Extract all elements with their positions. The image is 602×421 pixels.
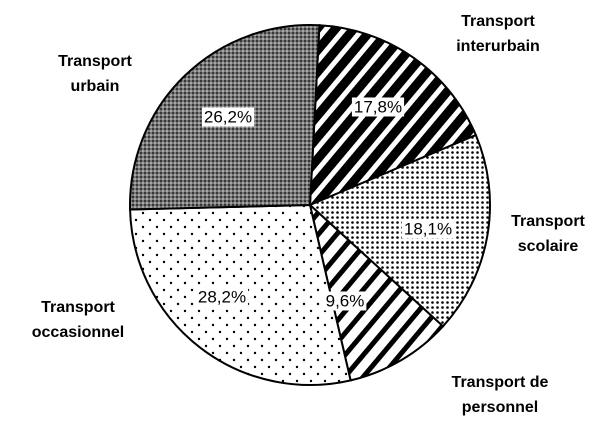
value-label: 9,6% xyxy=(326,291,365,310)
value-label: 18,1% xyxy=(404,219,452,238)
value-label-bg xyxy=(401,219,455,239)
value-label-bg xyxy=(201,107,255,127)
pie-slice xyxy=(308,133,491,328)
value-label: 26,2% xyxy=(204,107,252,126)
category-label: Transport interurbain xyxy=(456,13,540,55)
category-label: Transport urbain xyxy=(58,53,132,95)
value-label-bg xyxy=(195,287,249,307)
value-label: 17,8% xyxy=(354,97,402,116)
value-label: 28,2% xyxy=(198,287,246,306)
value-label-bg xyxy=(351,97,405,117)
value-label-bg xyxy=(323,291,367,311)
category-label: Transport de personnel xyxy=(452,374,549,416)
category-label: Transport scolaire xyxy=(511,213,585,255)
pie-slice xyxy=(308,202,445,382)
category-label: Transport occasionnel xyxy=(32,299,124,341)
